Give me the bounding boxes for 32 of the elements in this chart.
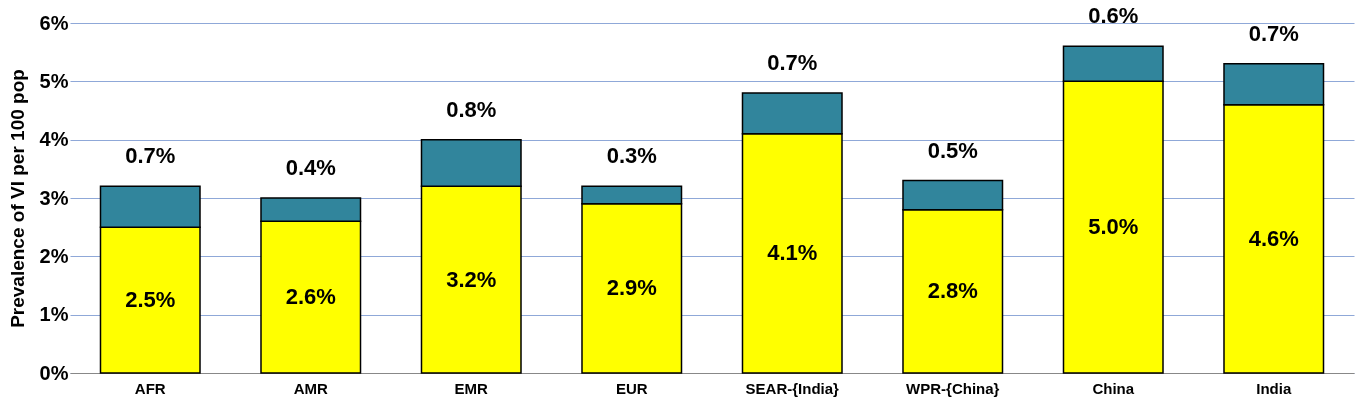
y-tick-label: 5%: [39, 69, 69, 92]
y-tick-label: 1%: [39, 303, 69, 326]
x-tick-label: AMR: [293, 379, 328, 397]
data-label: 4.1%: [767, 240, 818, 266]
data-label: 0.6%: [1088, 3, 1139, 29]
data-label: 0.8%: [446, 96, 497, 122]
data-label: 0.7%: [125, 143, 176, 169]
x-tick-label: SEAR-{India}: [745, 379, 840, 397]
data-label: 5.0%: [1088, 214, 1139, 240]
x-tick-label: AFR: [134, 379, 166, 397]
x-tick-label: EMR: [454, 379, 489, 397]
data-label: 0.7%: [767, 50, 818, 75]
y-axis-title: Prevalence of VI per 100 pop: [6, 69, 28, 328]
y-tick-label: 6%: [39, 11, 69, 34]
data-label: 2.9%: [606, 275, 657, 301]
y-tick-label: 4%: [39, 128, 69, 151]
data-label: 0.5%: [927, 137, 978, 163]
data-label: 0.4%: [285, 155, 336, 180]
data-label: 2.6%: [285, 284, 336, 310]
x-tick-label: EUR: [615, 379, 648, 397]
data-label: 2.5%: [125, 287, 176, 313]
x-tick-label: China: [1092, 379, 1135, 397]
x-tick-label: WPR-{China}: [906, 379, 1000, 397]
x-tick-label: India: [1256, 379, 1292, 397]
data-label: 0.7%: [1248, 20, 1299, 46]
data-label: 4.6%: [1248, 225, 1299, 251]
y-tick-label: 2%: [39, 244, 69, 267]
data-label: 0.3%: [606, 143, 657, 169]
y-tick-label: 0%: [39, 361, 69, 384]
data-label: 3.2%: [446, 266, 497, 292]
y-tick-label: 3%: [39, 186, 69, 209]
data-label: 2.8%: [927, 278, 978, 304]
